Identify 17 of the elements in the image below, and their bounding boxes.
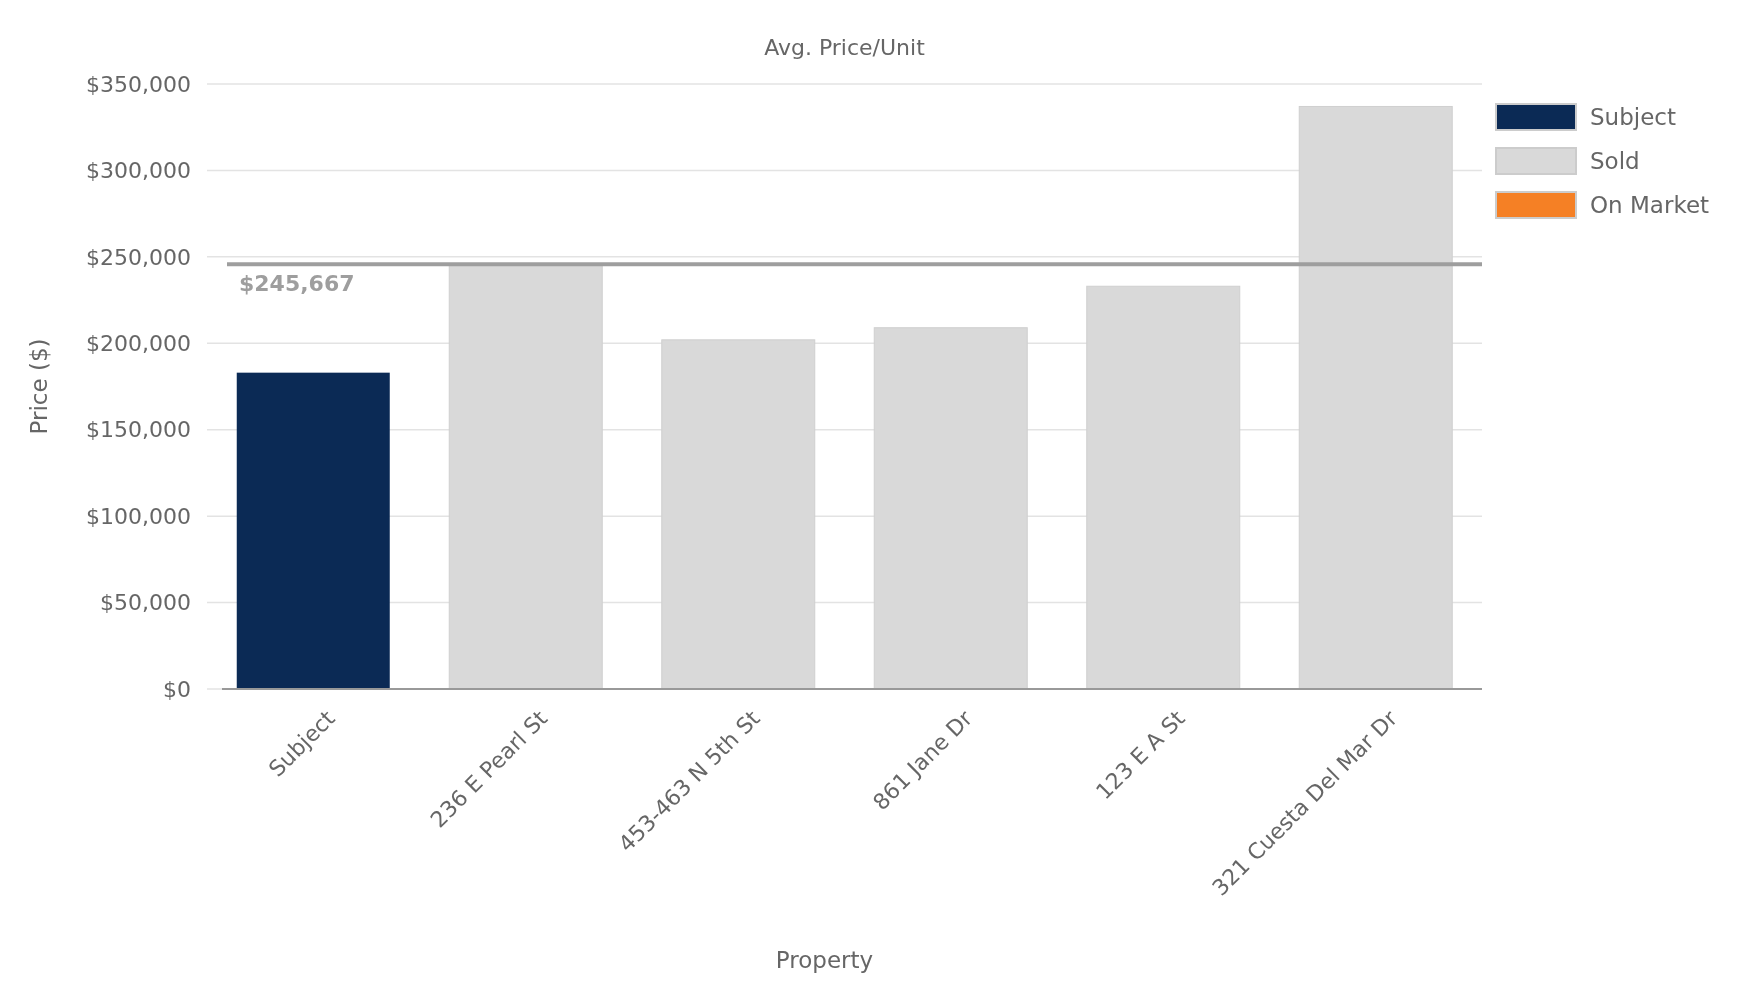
- x-tick-label: 123 E A St: [1091, 705, 1190, 805]
- y-tick-label: $150,000: [86, 417, 191, 443]
- chart-title: Avg. Price/Unit: [764, 35, 926, 60]
- x-axis-title: Property: [775, 947, 874, 973]
- y-tick-label: $50,000: [100, 590, 191, 616]
- legend-label: Subject: [1590, 104, 1676, 131]
- y-tick-label: $200,000: [86, 330, 191, 356]
- y-tick-label: $250,000: [86, 244, 191, 270]
- y-tick-label: $0: [163, 676, 191, 702]
- y-tick-label: $100,000: [86, 503, 191, 529]
- y-tick-label: $300,000: [86, 158, 191, 184]
- y-tick-label: $350,000: [86, 71, 191, 97]
- ref-line-label: $245,667: [239, 271, 355, 297]
- legend-label: Sold: [1590, 148, 1640, 175]
- y-axis-title: Price ($): [26, 338, 52, 435]
- bar: [236, 372, 390, 689]
- legend-label: On Market: [1590, 192, 1710, 219]
